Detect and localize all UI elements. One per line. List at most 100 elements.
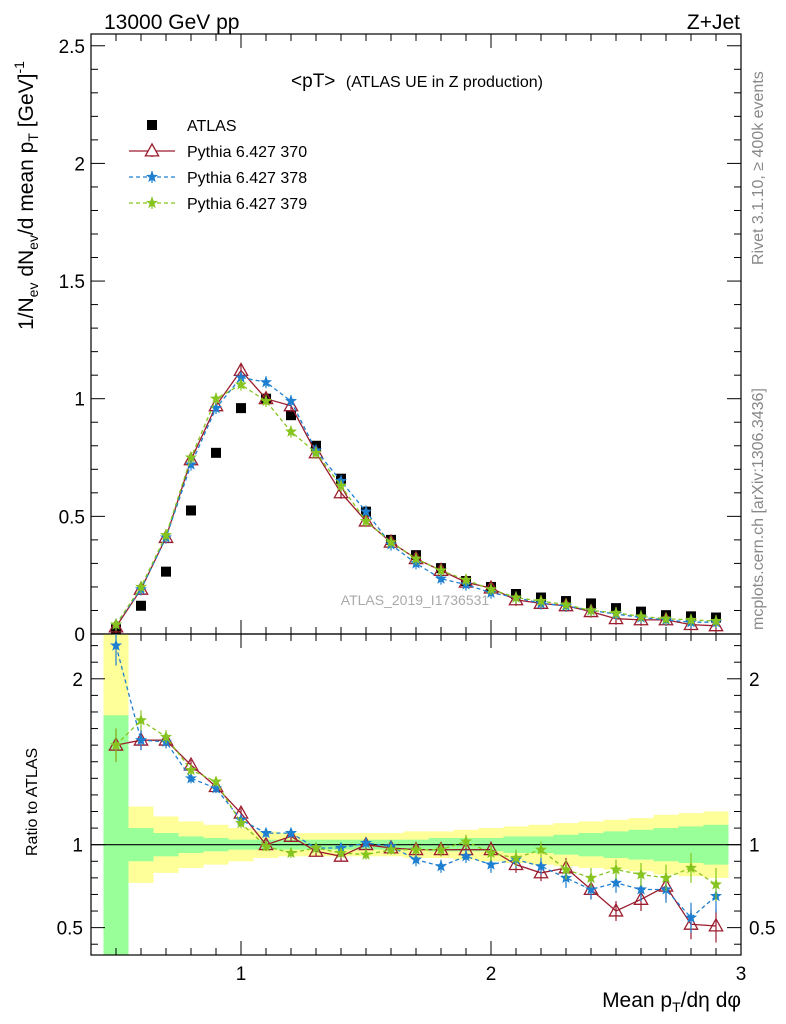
ratio-plot-panel: 1 2 3 0.5 0.5 1 1 2 2 — [57, 633, 775, 985]
series-point-triangle — [333, 484, 349, 499]
series-point-star — [534, 594, 548, 607]
ratio-y-tick-label: 1 — [72, 836, 83, 857]
series-point-star — [134, 580, 148, 593]
series-point-star — [434, 572, 448, 584]
ratio-point-star — [609, 876, 623, 889]
series-point-star — [684, 613, 698, 625]
ratio-point-triangle — [333, 847, 349, 862]
ratio-point-star — [409, 853, 423, 865]
atlas-data-point — [136, 600, 146, 611]
rivet-label: Rivet 3.1.10, ≥ 400k events — [750, 71, 767, 265]
series-point-star — [359, 514, 373, 527]
legend-label: Pythia 6.427 370 — [187, 144, 307, 161]
ratio-point-star — [584, 883, 598, 895]
series-point-star — [459, 573, 473, 585]
series-point-triangle — [108, 618, 124, 633]
ratio-point-star — [284, 826, 298, 839]
series-point-star — [659, 612, 673, 624]
y-tick-label: 1 — [74, 390, 85, 411]
series-point-star — [409, 552, 423, 564]
series-point-star — [184, 451, 198, 463]
ratio-point-star — [384, 843, 398, 855]
ratio-y-tick-label-right: 0.5 — [749, 919, 775, 940]
ratio-point-star — [109, 738, 123, 751]
ratio-point-star — [459, 849, 473, 862]
ratio-point-star — [584, 871, 598, 883]
x-tick-label: 3 — [736, 964, 747, 985]
ratio-point-star — [184, 771, 198, 784]
series-point-star — [609, 606, 623, 619]
legend-label: Pythia 6.427 378 — [187, 170, 307, 187]
ratio-y-tick-label-right: 2 — [749, 670, 760, 691]
series-point-star — [109, 618, 123, 630]
atlas-data-point — [286, 410, 296, 421]
ratio-point-star — [309, 841, 323, 854]
ratio-point-star — [284, 846, 298, 859]
series-point-star — [584, 604, 598, 616]
series-point-star — [334, 479, 348, 491]
series-point-star — [709, 614, 723, 627]
y-tick-label: 1.5 — [59, 272, 85, 293]
ratio-point-star — [609, 863, 623, 875]
ratio-y-tick-label-right: 1 — [749, 836, 760, 857]
ratio-point-star — [534, 843, 548, 855]
ratio-point-star — [259, 839, 273, 852]
series-point-star — [284, 425, 298, 437]
ratio-point-star — [359, 848, 373, 860]
series-point-star — [209, 392, 223, 404]
series-line-2 — [115, 376, 716, 625]
ratio-point-star — [509, 851, 523, 864]
ratio-point-star — [134, 713, 148, 726]
ratio-point-star — [659, 871, 673, 883]
ratio-point-triangle — [708, 917, 724, 932]
series-point-star — [434, 564, 448, 576]
ratio-point-star — [234, 816, 248, 829]
ratio-point-star — [209, 775, 223, 787]
series-point-star — [259, 394, 273, 407]
chart-title-main: <pT> — [291, 71, 335, 92]
series-point-star — [509, 591, 523, 603]
atlas-data-point — [186, 505, 196, 516]
series-point-triangle — [683, 616, 699, 631]
ratio-point-triangle — [283, 828, 299, 842]
ratio-point-star — [209, 781, 223, 794]
header-left: 13000 GeV pp — [104, 11, 239, 34]
series-point-triangle — [283, 397, 299, 412]
ratio-point-star — [434, 859, 448, 872]
series-point-star — [359, 505, 373, 517]
series-point-star — [384, 535, 398, 548]
ratio-y-tick-label: 0.5 — [57, 919, 83, 940]
ratio-point-star — [709, 878, 723, 890]
mcplots-label: mcplots.cern.ch [arXiv:1306.3436] — [750, 388, 767, 630]
ratio-point-star — [109, 639, 123, 651]
ratio-y-axis-label: Ratio to ATLAS — [24, 748, 41, 856]
ratio-point-star — [334, 846, 348, 859]
x-axis-label: Mean pT/dη dφ — [602, 989, 741, 1015]
x-tick-label: 2 — [486, 964, 497, 985]
y-tick-label: 2.5 — [59, 37, 85, 58]
series-line-1 — [115, 369, 717, 628]
ratio-y-tick-label: 2 — [72, 670, 83, 691]
y-tick-label: 0 — [74, 625, 85, 646]
y-tick-label: 0.5 — [59, 507, 85, 528]
atlas-data-point — [161, 566, 171, 577]
legend-marker-star — [145, 170, 159, 183]
ratio-point-star — [634, 868, 648, 880]
series-point-star — [559, 598, 573, 610]
ratio-point-star — [634, 883, 648, 895]
series-point-star — [309, 446, 323, 459]
analysis-watermark: ATLAS_2019_I1736531 — [341, 592, 490, 608]
legend-marker-atlas — [147, 120, 157, 130]
chart-title-sub: (ATLAS UE in Z production) — [346, 74, 543, 91]
ratio-point-star — [684, 861, 698, 874]
series-point-triangle — [708, 617, 724, 632]
ratio-point-star — [159, 730, 173, 742]
series-point-star — [634, 610, 648, 622]
chart-title: <pT> (ATLAS UE in Z production) — [291, 71, 543, 92]
ratio-point-star — [559, 863, 573, 875]
series-point-star — [159, 528, 173, 541]
x-tick-label: 1 — [236, 964, 247, 985]
legend-marker-star — [145, 196, 159, 209]
ratio-point-star — [459, 835, 473, 847]
